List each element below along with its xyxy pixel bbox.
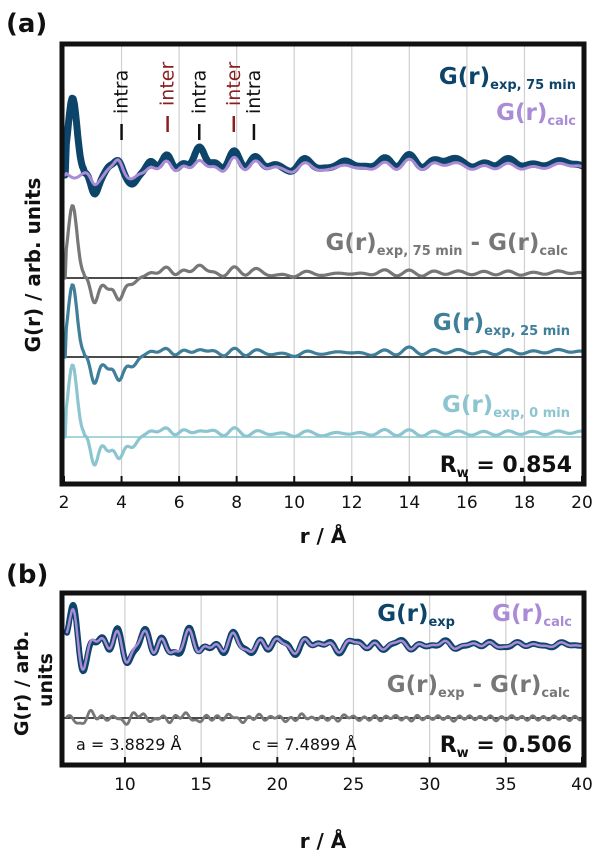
a-parameter: a = 3.8829 Å (76, 735, 181, 754)
panel-a-xlabel: r / Å (300, 524, 347, 548)
series-b-line-1 (65, 608, 584, 671)
x-tick-label: 6 (174, 493, 185, 513)
x-tick-label: 4 (116, 493, 127, 513)
x-tick-label: 15 (190, 775, 212, 795)
series-line-4 (62, 363, 584, 467)
x-tick-label: 8 (231, 493, 242, 513)
legend-exp0: G(r)exp, 0 min (442, 392, 570, 421)
x-tick-label: 30 (419, 775, 441, 795)
x-tick-label: 10 (283, 493, 305, 513)
legend-calc-a: G(r)calc (496, 100, 576, 129)
panel-b-curves (64, 601, 585, 726)
panel-b-grid (124, 595, 507, 763)
rw-a: Rw = 0.854 (440, 453, 572, 481)
series-line-2 (62, 204, 584, 305)
legend-exp-b: G(r)exp (377, 601, 455, 630)
panel-a-ylabel: G(r) / arb. units (21, 178, 45, 353)
panel-a-letter: (a) (6, 9, 47, 39)
panel-b-xlabel: r / Å (300, 829, 347, 853)
x-tick-label: 14 (399, 493, 421, 513)
legend-diff-a: G(r)exp, 75 min - G(r)calc (325, 230, 568, 259)
series-b-line-2 (65, 708, 584, 726)
x-tick-label: 25 (343, 775, 365, 795)
panel-b-ylabel: G(r) / arb. units (11, 624, 57, 736)
legend-exp25: G(r)exp, 25 min (433, 310, 570, 339)
series-line-1 (62, 155, 584, 187)
x-tick-label: 18 (514, 493, 536, 513)
x-tick-label: 20 (266, 775, 288, 795)
panel-b-x-ticks: 10 15 20 25 30 35 40 (114, 757, 593, 795)
x-tick-label: 20 (571, 493, 593, 513)
x-tick-label: 10 (114, 775, 136, 795)
annotation-label: intra (243, 70, 265, 114)
x-tick-label: 35 (495, 775, 517, 795)
annotation-label: intra (188, 70, 210, 114)
series-line-3 (62, 283, 584, 385)
annotation-label: inter (157, 62, 179, 106)
c-parameter: c = 7.4899 Å (252, 735, 356, 754)
panel-a-frame (59, 41, 587, 487)
legend-diff-b: G(r)exp - G(r)calc (387, 672, 570, 701)
panel-a-grid (120, 46, 526, 482)
annotation-label: inter (223, 62, 245, 106)
legend-calc-b: G(r)calc (492, 601, 572, 630)
x-tick-label: 16 (456, 493, 478, 513)
rw-b: Rw = 0.506 (440, 733, 572, 761)
panel-b-frame (59, 590, 587, 768)
annotation-label: intra (111, 70, 133, 114)
legend-exp75: G(r)exp, 75 min (439, 64, 576, 93)
x-tick-label: 40 (571, 775, 593, 795)
panel-b-letter: (b) (6, 560, 48, 590)
panel-a-curves (60, 94, 586, 467)
x-tick-label: 2 (59, 493, 70, 513)
series-line-0 (60, 94, 586, 198)
x-tick-label: 12 (341, 493, 363, 513)
panel-a-x-ticks: 2 4 6 8 10 12 14 16 18 20 (59, 476, 593, 513)
